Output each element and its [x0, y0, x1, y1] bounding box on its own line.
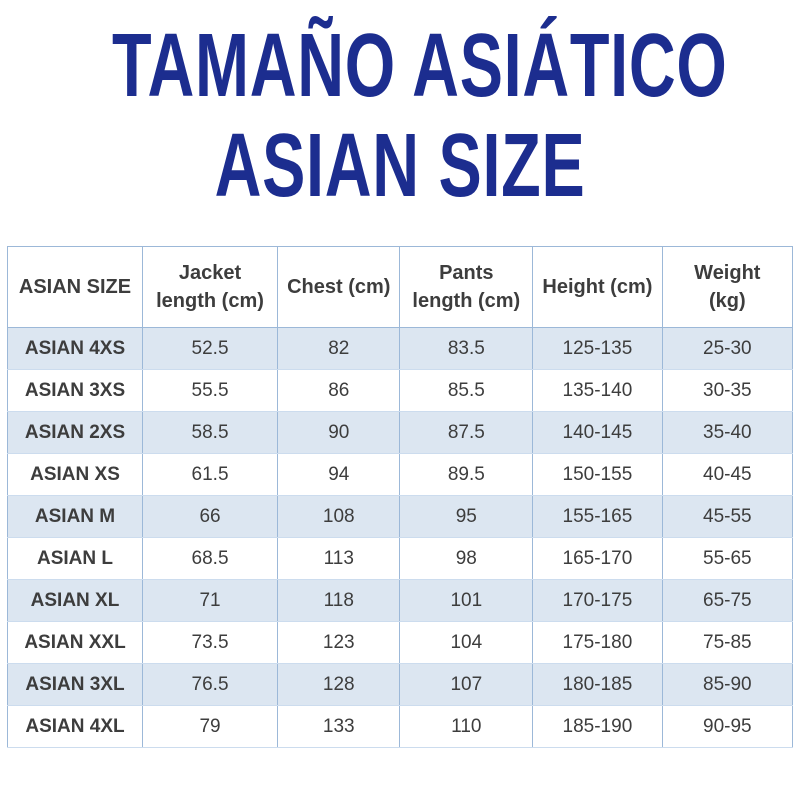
value-cell: 165-170 — [532, 537, 663, 580]
value-cell: 52.5 — [142, 327, 279, 370]
value-cell: 45-55 — [661, 495, 794, 538]
value-cell: 170-175 — [532, 579, 663, 622]
value-cell: 82 — [277, 327, 401, 370]
value-cell: 25-30 — [661, 327, 794, 370]
value-cell: 185-190 — [532, 705, 663, 748]
value-cell: 71 — [142, 579, 279, 622]
value-cell: 110 — [399, 705, 534, 748]
value-cell: 125-135 — [532, 327, 663, 370]
value-cell: 75-85 — [661, 621, 794, 664]
size-cell: ASIAN 4XS — [6, 327, 144, 370]
value-cell: 108 — [277, 495, 401, 538]
value-cell: 85.5 — [399, 369, 534, 412]
table-row: ASIAN M 66 108 95 155-165 45-55 — [6, 495, 794, 538]
value-cell: 98 — [399, 537, 534, 580]
table-row: ASIAN XL 71 118 101 170-175 65-75 — [6, 579, 794, 622]
value-cell: 40-45 — [661, 453, 794, 496]
size-cell: ASIAN XS — [6, 453, 144, 496]
size-cell: ASIAN 3XS — [6, 369, 144, 412]
value-cell: 150-155 — [532, 453, 663, 496]
header-jacket-length: Jacket length (cm) — [142, 246, 279, 328]
value-cell: 83.5 — [399, 327, 534, 370]
value-cell: 155-165 — [532, 495, 663, 538]
value-cell: 58.5 — [142, 411, 279, 454]
value-cell: 123 — [277, 621, 401, 664]
value-cell: 89.5 — [399, 453, 534, 496]
header-asian-size: ASIAN SIZE — [6, 246, 144, 328]
value-cell: 55.5 — [142, 369, 279, 412]
table-row: ASIAN 4XS 52.5 82 83.5 125-135 25-30 — [6, 327, 794, 370]
page-title-line2: ASIAN SIZE — [214, 116, 586, 216]
header-height: Height (cm) — [532, 246, 663, 328]
value-cell: 87.5 — [399, 411, 534, 454]
value-cell: 107 — [399, 663, 534, 706]
header-pants-length: Pants length (cm) — [399, 246, 534, 328]
value-cell: 175-180 — [532, 621, 663, 664]
size-chart-table: ASIAN SIZE Jacket length (cm) Chest (cm)… — [6, 246, 794, 748]
value-cell: 118 — [277, 579, 401, 622]
value-cell: 135-140 — [532, 369, 663, 412]
value-cell: 113 — [277, 537, 401, 580]
value-cell: 140-145 — [532, 411, 663, 454]
value-cell: 35-40 — [661, 411, 794, 454]
size-cell: ASIAN XXL — [6, 621, 144, 664]
page-title: TAMAÑO ASIÁTICO ASIAN SIZE — [0, 0, 800, 216]
size-cell: ASIAN 4XL — [6, 705, 144, 748]
value-cell: 30-35 — [661, 369, 794, 412]
value-cell: 180-185 — [532, 663, 663, 706]
header-chest: Chest (cm) — [277, 246, 401, 328]
page-title-line1: TAMAÑO ASIÁTICO — [112, 16, 728, 116]
value-cell: 68.5 — [142, 537, 279, 580]
table-header-row: ASIAN SIZE Jacket length (cm) Chest (cm)… — [6, 246, 794, 328]
value-cell: 85-90 — [661, 663, 794, 706]
table-row: ASIAN 2XS 58.5 90 87.5 140-145 35-40 — [6, 411, 794, 454]
table-row: ASIAN XXL 73.5 123 104 175-180 75-85 — [6, 621, 794, 664]
value-cell: 73.5 — [142, 621, 279, 664]
table-row: ASIAN L 68.5 113 98 165-170 55-65 — [6, 537, 794, 580]
value-cell: 79 — [142, 705, 279, 748]
value-cell: 65-75 — [661, 579, 794, 622]
value-cell: 95 — [399, 495, 534, 538]
table-row: ASIAN 3XS 55.5 86 85.5 135-140 30-35 — [6, 369, 794, 412]
table-row: ASIAN 3XL 76.5 128 107 180-185 85-90 — [6, 663, 794, 706]
size-cell: ASIAN 2XS — [6, 411, 144, 454]
table-row: ASIAN XS 61.5 94 89.5 150-155 40-45 — [6, 453, 794, 496]
value-cell: 104 — [399, 621, 534, 664]
value-cell: 133 — [277, 705, 401, 748]
size-cell: ASIAN L — [6, 537, 144, 580]
value-cell: 128 — [277, 663, 401, 706]
size-cell: ASIAN M — [6, 495, 144, 538]
value-cell: 66 — [142, 495, 279, 538]
value-cell: 90 — [277, 411, 401, 454]
value-cell: 90-95 — [661, 705, 794, 748]
value-cell: 55-65 — [661, 537, 794, 580]
size-cell: ASIAN XL — [6, 579, 144, 622]
table-row: ASIAN 4XL 79 133 110 185-190 90-95 — [6, 705, 794, 748]
value-cell: 86 — [277, 369, 401, 412]
value-cell: 101 — [399, 579, 534, 622]
size-cell: ASIAN 3XL — [6, 663, 144, 706]
value-cell: 94 — [277, 453, 401, 496]
header-weight: Weight (kg) — [661, 246, 794, 328]
value-cell: 61.5 — [142, 453, 279, 496]
value-cell: 76.5 — [142, 663, 279, 706]
